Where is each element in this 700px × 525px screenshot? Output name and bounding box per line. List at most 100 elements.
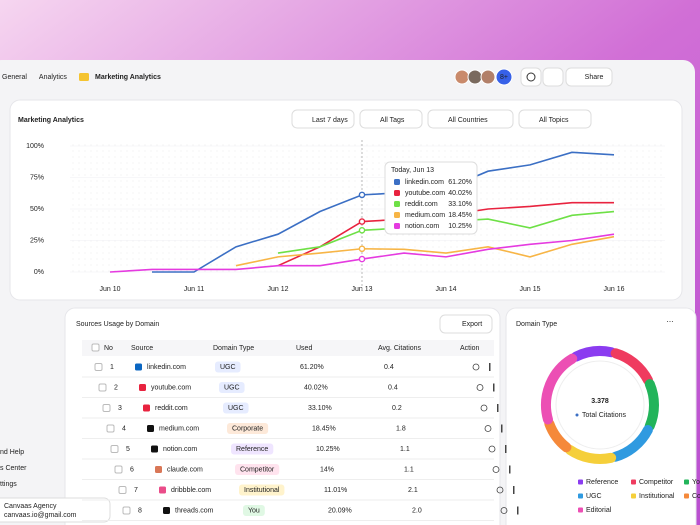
checkbox[interactable] [122, 506, 131, 515]
avg-citations: 1.1 [400, 446, 410, 453]
tooltip-name: reddit.com [405, 201, 438, 208]
hover-point [358, 226, 366, 234]
source-icon [147, 425, 154, 432]
y-tick-label: 75% [30, 174, 44, 181]
donut-total-label: Total Citations [582, 412, 626, 419]
account-switcher[interactable] [0, 497, 111, 523]
filter-button[interactable] [291, 109, 355, 129]
more-action[interactable] [497, 404, 499, 412]
donut-inner [555, 360, 645, 450]
more-action[interactable] [501, 424, 503, 433]
tooltip-value: 61.20% [448, 179, 472, 186]
tooltip-value: 18.45% [448, 212, 472, 219]
y-tick-label: 100% [26, 143, 44, 150]
filter-button[interactable] [518, 109, 592, 129]
share-button[interactable] [565, 67, 613, 87]
domain-type: You [248, 507, 260, 514]
used: 14% [320, 466, 334, 473]
used: 20.09% [328, 507, 352, 514]
tooltip-value: 40.02% [448, 190, 472, 197]
checkbox[interactable] [91, 343, 100, 352]
hover-point [358, 255, 366, 263]
table-card [64, 307, 501, 525]
checkbox[interactable] [110, 445, 119, 453]
donut-segment [571, 346, 617, 362]
domain-pill [231, 443, 274, 455]
column-header: Action [460, 345, 480, 352]
legend-swatch [684, 479, 689, 485]
source: dribbble.com [171, 487, 211, 494]
view-action[interactable] [496, 486, 504, 494]
filter-button[interactable] [427, 109, 514, 129]
tooltip-swatch [394, 212, 400, 218]
avg-citations: 0.4 [388, 384, 398, 391]
checkbox[interactable] [98, 383, 107, 392]
avatar[interactable] [480, 69, 496, 85]
more-action[interactable] [513, 486, 515, 494]
more-users[interactable] [495, 68, 513, 86]
more-action[interactable] [493, 383, 495, 392]
more-action[interactable] [509, 465, 511, 474]
tooltip-name: medium.com [405, 212, 445, 219]
plot-area [70, 140, 665, 275]
checkbox[interactable] [114, 465, 123, 474]
domain-pill [239, 484, 285, 496]
tooltip-name: notion.com [405, 223, 439, 230]
view-action[interactable] [500, 507, 508, 514]
line-series [235, 235, 615, 267]
legend-label: UGC [586, 493, 602, 500]
legend-label: Corporate [692, 493, 700, 500]
view-action[interactable] [484, 425, 492, 432]
view-action[interactable] [488, 445, 496, 453]
y-tick-label: 25% [30, 237, 44, 244]
globe-button[interactable] [520, 67, 542, 87]
more-menu[interactable]: ⋯ [667, 319, 674, 326]
chart-title: Marketing Analytics [18, 117, 84, 124]
domain-pill [223, 402, 249, 414]
checkbox[interactable] [94, 363, 103, 371]
checkbox[interactable] [106, 424, 115, 433]
y-tick-label: 50% [30, 206, 44, 213]
source-icon [151, 445, 158, 453]
view-action[interactable] [472, 363, 480, 371]
filter-label: All Tags [380, 117, 405, 124]
checkbox[interactable] [102, 404, 111, 412]
more-action[interactable] [489, 363, 491, 371]
used: 40.02% [304, 384, 328, 391]
sidebar-item: ttings [0, 481, 17, 488]
tooltip-date: Today, Jun 13 [391, 167, 434, 174]
x-tick-label: Jun 10 [99, 286, 120, 293]
tooltip-name: linkedin.com [405, 179, 444, 186]
tooltip-swatch [394, 223, 400, 229]
avatar[interactable] [467, 69, 483, 85]
more-action[interactable] [517, 506, 519, 515]
avatar[interactable] [454, 69, 470, 85]
y-tick-label: 0% [34, 269, 44, 276]
legend-swatch [578, 507, 583, 513]
export-button[interactable] [439, 314, 493, 334]
domain-type: Competitor [240, 466, 275, 473]
legend-label: Institutional [639, 493, 675, 500]
filter-label: All Topics [539, 117, 569, 124]
domain-pill [227, 423, 269, 434]
row-no: 6 [130, 466, 134, 473]
donut-segment [544, 418, 572, 453]
more-action[interactable] [505, 445, 507, 453]
legend-swatch [684, 493, 689, 499]
view-action[interactable] [480, 404, 488, 412]
donut-segment [610, 425, 653, 462]
filter-button[interactable] [359, 109, 423, 129]
checkbox[interactable] [118, 486, 127, 494]
avg-citations: 1.1 [404, 466, 414, 473]
breadcrumb-item: General [2, 74, 27, 81]
column-header: Source [131, 345, 153, 352]
avg-citations: 0.2 [392, 405, 402, 412]
column-header: Avg. Citations [378, 345, 422, 352]
domain-pill [243, 505, 265, 516]
view-action[interactable] [492, 466, 500, 473]
stats-button[interactable] [542, 67, 564, 87]
legend-label: Editorial [586, 507, 612, 514]
x-tick-label: Jun 11 [184, 286, 205, 293]
view-action[interactable] [476, 384, 484, 391]
source-icon [143, 404, 150, 412]
